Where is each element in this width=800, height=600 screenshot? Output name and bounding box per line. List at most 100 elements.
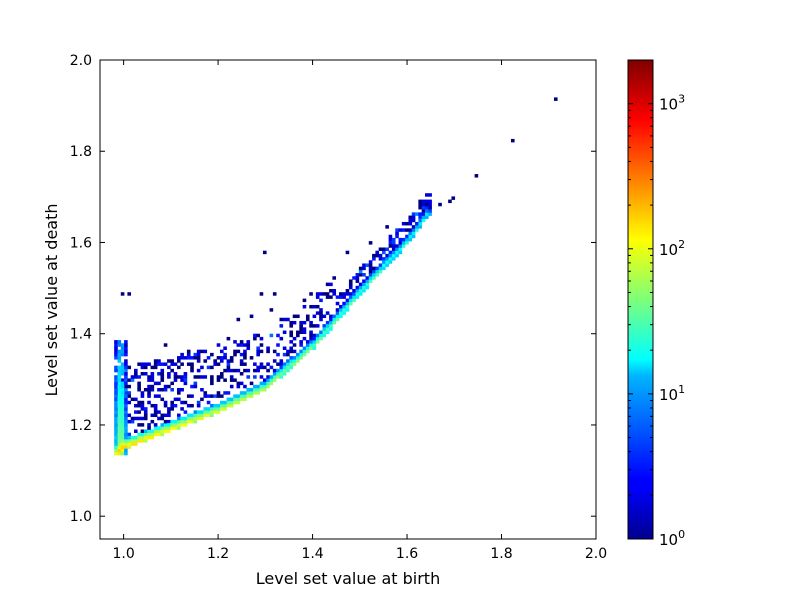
heatmap-bin [127,378,132,382]
heatmap-bin [180,419,184,424]
heatmap-bin [163,419,168,424]
heatmap-bin [190,416,194,421]
colorbar-ticks: 100 101 102 103 [628,59,685,549]
heatmap-bin [157,362,161,366]
heatmap-bin [315,304,320,309]
heatmap-bin [246,368,251,373]
heatmap-bin [120,407,125,411]
heatmap-bin [266,368,270,373]
heatmap-bin [163,423,168,427]
heatmap-bin [137,410,141,414]
heatmap-bin [339,295,343,299]
heatmap-bin [395,247,399,251]
heatmap-bin [342,308,346,312]
heatmap-bin [183,381,188,386]
heatmap-bin [286,365,290,370]
heatmap-bin [249,356,254,360]
heatmap-bin [368,266,373,271]
heatmap-bin [216,394,221,398]
x-axis-ticks: 1.0 1.2 1.4 1.6 1.8 2.0 [112,60,607,562]
heatmap-bin [127,432,132,437]
heatmap-bin [117,403,122,408]
heatmap-bin [177,391,181,395]
heatmap-bin [305,340,310,344]
heatmap-bin [395,253,399,258]
heatmap-bin [236,317,241,322]
heatmap-bin [395,228,399,232]
heatmap-bin [233,400,237,405]
heatmap-bin [124,343,128,347]
heatmap-bin [180,416,184,421]
y-tick-label: 1.2 [70,418,92,434]
heatmap-bin [120,343,125,347]
heatmap-bin [160,378,165,382]
heatmap-bin [114,394,118,398]
heatmap-bin [114,365,118,370]
heatmap-bin [124,432,128,437]
heatmap-bin [451,196,456,200]
heatmap-bin [362,289,366,293]
heatmap-bin [266,384,270,389]
heatmap-bin [186,352,191,357]
heatmap-bin [186,394,191,398]
heatmap-bin [385,225,389,229]
heatmap-bin [329,317,333,322]
heatmap-bin [170,419,174,424]
heatmap-bin [286,362,290,366]
heatmap-bin [216,375,221,379]
heatmap-bin [391,247,396,251]
heatmap-bin [196,416,201,421]
heatmap-bin [259,349,264,354]
heatmap-bin [163,429,168,433]
heatmap-bin [157,388,161,392]
heatmap-bin [243,384,247,389]
heatmap-bin [259,365,264,370]
heatmap-bin [289,333,294,338]
heatmap-bin [362,273,366,277]
y-tick-label: 2.0 [70,53,92,69]
heatmap-bin [372,276,376,280]
heatmap-bin [134,397,138,402]
heatmap-bin [266,362,270,366]
heatmap-bin [309,336,313,341]
heatmap-bin [276,362,280,366]
heatmap-bin [143,416,148,421]
heatmap-bin [223,346,227,350]
heatmap-bin [282,362,287,366]
heatmap-bin [124,375,128,379]
heatmap-bin [312,324,317,328]
heatmap-bin [216,391,221,395]
heatmap-bin [210,407,214,411]
heatmap-bin [256,368,260,373]
heatmap-bin [160,416,165,421]
heatmap-bin [130,416,135,421]
heatmap-bin [219,400,224,405]
heatmap-bin [120,429,125,433]
heatmap-bin [200,397,204,402]
heatmap-bin [130,378,135,382]
heatmap-bin [223,352,227,357]
heatmap-bin [117,432,122,437]
heatmap-bin [335,311,340,315]
heatmap-bin [408,228,413,232]
heatmap-bin [173,423,178,427]
heatmap-bin [368,241,373,245]
heatmap-bin [130,397,135,402]
heatmap-bin [196,349,201,354]
heatmap-bin [296,333,300,338]
heatmap-bin [180,352,184,357]
heatmap-bin [124,352,128,357]
heatmap-bin [134,375,138,379]
heatmap-bin [246,391,251,395]
heatmap-bin [305,314,310,319]
heatmap-bin [163,403,168,408]
heatmap-bin [124,384,128,389]
heatmap-bin [289,362,294,366]
heatmap-bin [157,381,161,386]
heatmap-bin [117,375,122,379]
heatmap-bin [173,426,178,430]
heatmap-bin [117,381,122,386]
heatmap-bin [229,375,234,379]
heatmap-bin [120,451,125,456]
